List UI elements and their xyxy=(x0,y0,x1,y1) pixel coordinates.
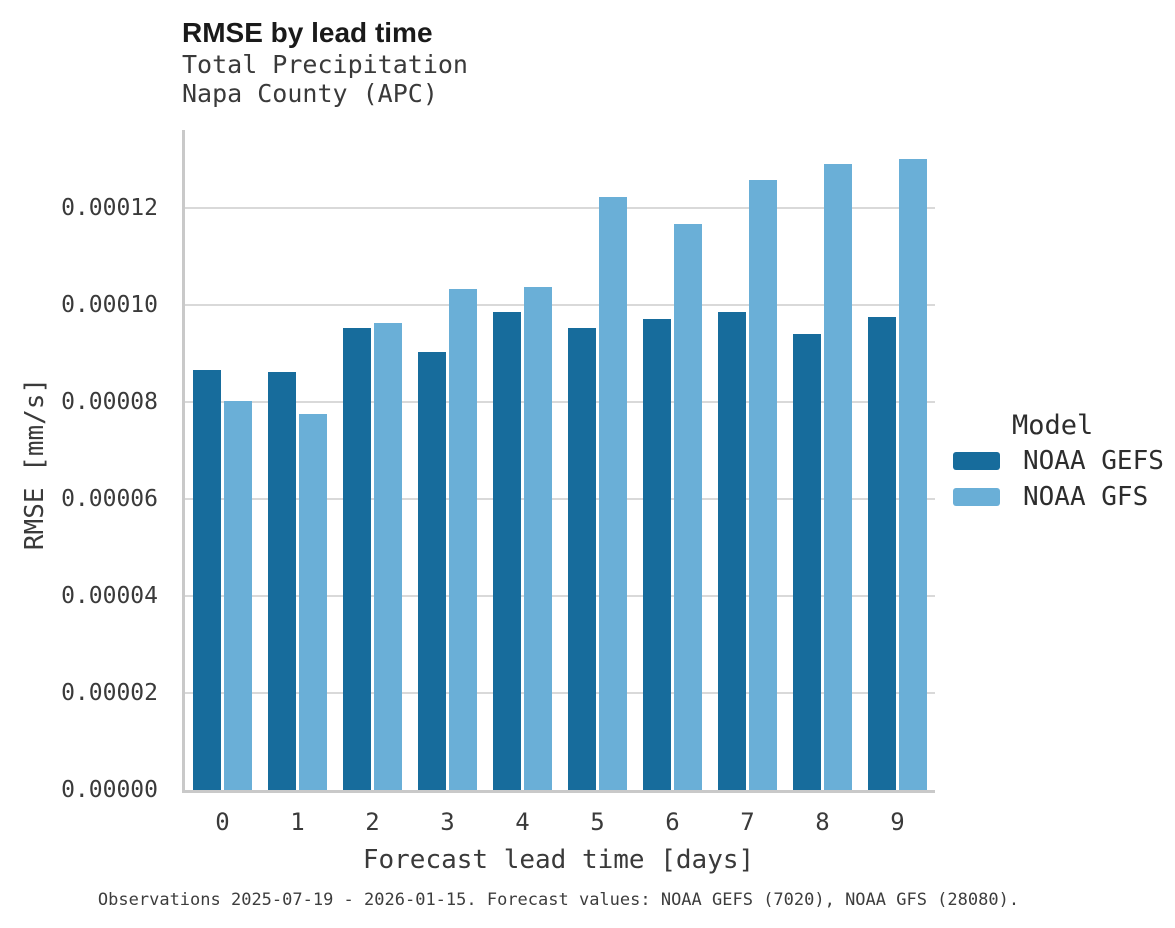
gridline xyxy=(185,206,935,209)
chart-title: RMSE by lead time xyxy=(182,17,433,48)
x-tick-label: 3 xyxy=(440,808,455,836)
bar-noaa-gefs-day-5 xyxy=(568,328,596,790)
bar-noaa-gefs-day-7 xyxy=(718,312,746,790)
bar-group-day-6 xyxy=(635,130,710,790)
bar-noaa-gefs-day-1 xyxy=(268,371,296,790)
gridline xyxy=(185,691,935,694)
bar-group-day-9 xyxy=(860,130,935,790)
gridline xyxy=(185,497,935,500)
footer-caption: Observations 2025-07-19 - 2026-01-15. Fo… xyxy=(97,890,1020,910)
plot-area xyxy=(182,130,935,793)
legend-item-noaa-gfs: NOAA GFS xyxy=(953,479,1164,515)
y-tick-label: 0.00000 xyxy=(61,777,158,803)
y-tick-label: 0.00006 xyxy=(61,485,158,512)
bar-noaa-gefs-day-3 xyxy=(418,352,446,790)
gridline xyxy=(185,400,935,403)
bar-noaa-gefs-day-8 xyxy=(793,334,821,790)
x-tick-label: 8 xyxy=(815,808,830,836)
x-tick-label: 2 xyxy=(365,808,380,836)
legend-label-noaa-gefs: NOAA GEFS xyxy=(1023,446,1164,476)
bar-noaa-gfs-day-3 xyxy=(449,289,477,790)
bar-noaa-gfs-day-1 xyxy=(299,413,327,790)
x-tick-label: 4 xyxy=(515,808,530,836)
legend-swatch-noaa-gfs xyxy=(953,488,1000,506)
x-axis-title: Forecast lead time [days] xyxy=(362,845,755,875)
bar-group-day-4 xyxy=(485,130,560,790)
bar-group-day-2 xyxy=(335,130,410,790)
bar-noaa-gfs-day-5 xyxy=(599,197,627,790)
gridline xyxy=(185,594,935,597)
y-tick-label: 0.00008 xyxy=(61,388,158,415)
x-tick-label: 7 xyxy=(740,808,755,836)
legend-label-noaa-gfs: NOAA GFS xyxy=(1023,482,1149,512)
gridline xyxy=(185,303,935,306)
y-tick-label: 0.00004 xyxy=(61,582,158,609)
x-tick-label: 1 xyxy=(290,808,305,836)
bar-noaa-gfs-day-0 xyxy=(224,401,252,790)
y-tick-label: 0.00002 xyxy=(61,679,158,706)
legend-item-noaa-gefs: NOAA GEFS xyxy=(953,443,1164,479)
bar-noaa-gfs-day-4 xyxy=(524,287,552,790)
bar-noaa-gefs-day-2 xyxy=(343,328,371,790)
legend-title: Model xyxy=(1012,410,1094,441)
chart-subtitle-line-2: Napa County (APC) xyxy=(182,79,438,108)
legend: Model NOAA GEFS NOAA GFS xyxy=(953,409,1164,515)
bar-group-day-7 xyxy=(710,130,785,790)
bar-noaa-gefs-day-6 xyxy=(643,318,671,790)
bar-group-day-0 xyxy=(185,130,260,790)
chart-header: RMSE by lead time Total Precipitation Na… xyxy=(182,16,468,108)
legend-swatch-noaa-gefs xyxy=(953,452,1000,470)
x-tick-label: 9 xyxy=(890,808,905,836)
bar-noaa-gfs-day-2 xyxy=(374,323,402,790)
x-tick-label: 0 xyxy=(215,808,230,836)
y-tick-label: 0.00010 xyxy=(61,291,158,318)
chart-subtitle-line-1: Total Precipitation xyxy=(182,50,468,79)
bar-group-day-5 xyxy=(560,130,635,790)
bars-layer xyxy=(185,130,935,790)
bar-noaa-gfs-day-7 xyxy=(749,180,777,790)
bar-noaa-gefs-day-9 xyxy=(868,316,896,790)
gridlines-layer xyxy=(185,130,935,790)
bar-group-day-8 xyxy=(785,130,860,790)
bar-noaa-gefs-day-0 xyxy=(193,370,221,790)
y-tick-label: 0.00012 xyxy=(61,194,158,221)
x-axis-tick-labels: 0 1 2 3 4 5 6 7 8 9 xyxy=(185,808,935,836)
x-tick-label: 6 xyxy=(665,808,680,836)
bar-noaa-gfs-day-8 xyxy=(824,164,852,790)
bar-noaa-gfs-day-6 xyxy=(674,224,702,790)
bar-noaa-gefs-day-4 xyxy=(493,312,521,790)
bar-noaa-gfs-day-9 xyxy=(899,158,927,790)
bar-group-day-3 xyxy=(410,130,485,790)
x-tick-label: 5 xyxy=(590,808,605,836)
bar-group-day-1 xyxy=(260,130,335,790)
